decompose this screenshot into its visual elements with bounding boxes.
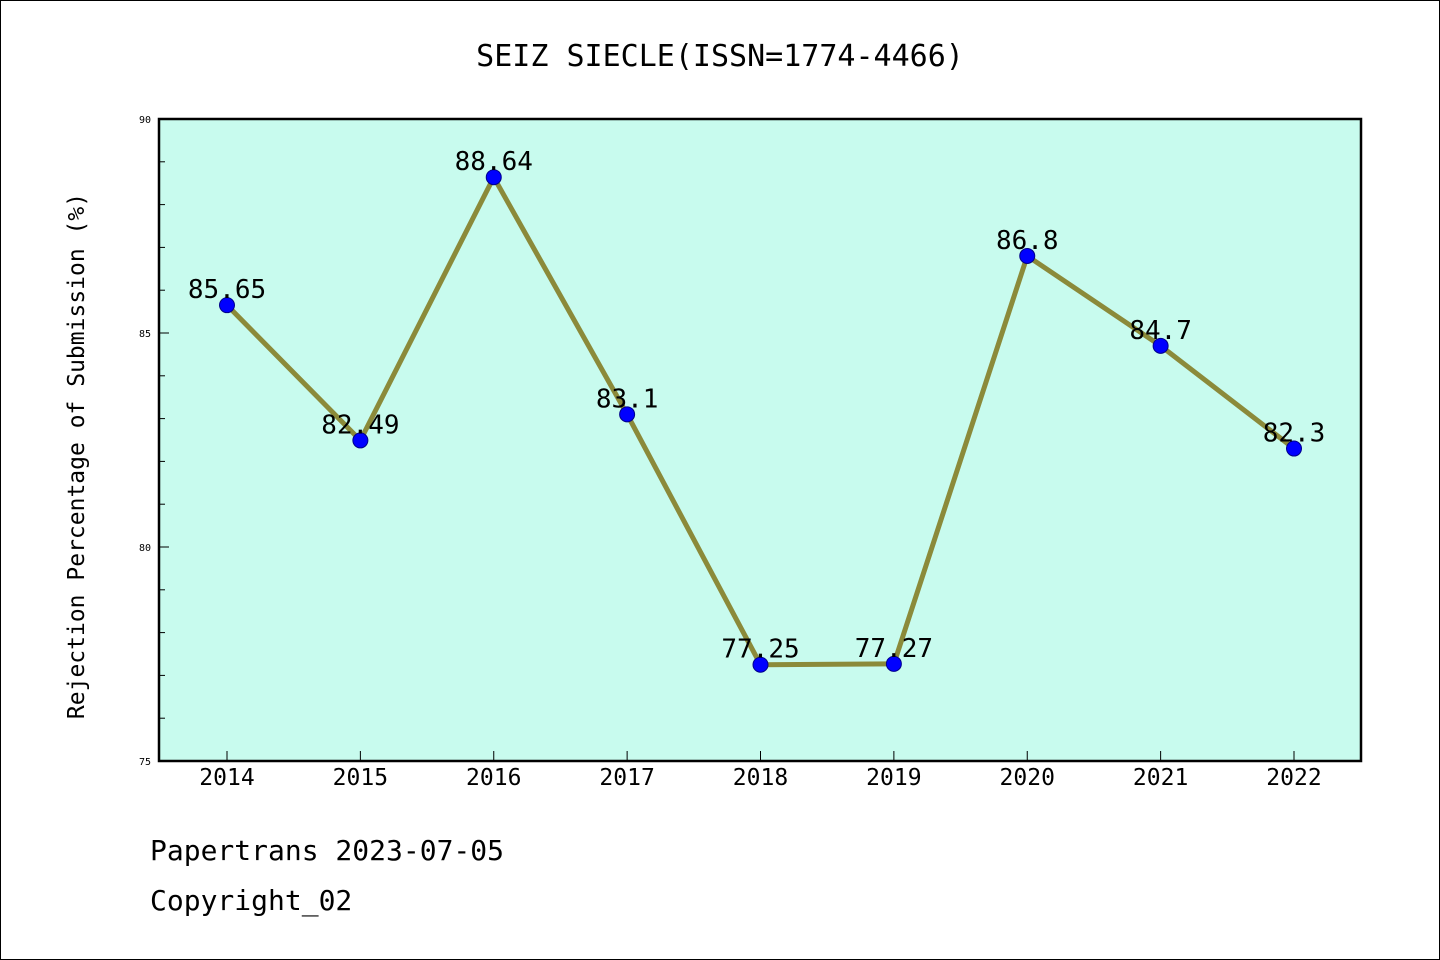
data-label: 86.8 bbox=[996, 226, 1059, 256]
data-point bbox=[219, 297, 235, 314]
x-tick-label: 2017 bbox=[599, 765, 654, 791]
data-label: 82.49 bbox=[321, 410, 399, 440]
data-point bbox=[485, 169, 502, 186]
y-tick-label: 80 bbox=[139, 543, 151, 554]
data-point bbox=[1152, 337, 1169, 354]
data-label: 84.7 bbox=[1129, 316, 1192, 346]
y-tick-label: 85 bbox=[139, 329, 151, 340]
x-tick-label: 2015 bbox=[333, 765, 388, 791]
data-points bbox=[219, 169, 1302, 673]
data-point bbox=[885, 655, 902, 672]
chart-title: SEIZ SIECLE(ISSN=1774-4466) bbox=[476, 39, 964, 74]
x-tick-label: 2022 bbox=[1266, 765, 1321, 791]
y-tick-label: 75 bbox=[139, 757, 151, 768]
data-label: 88.64 bbox=[455, 147, 533, 177]
data-point bbox=[619, 406, 636, 423]
data-label: 85.65 bbox=[188, 275, 266, 305]
data-label: 83.1 bbox=[596, 384, 659, 414]
x-tick-label: 2014 bbox=[199, 765, 254, 791]
x-tick-label: 2020 bbox=[1000, 765, 1055, 791]
footer-copyright: Copyright_02 bbox=[150, 884, 353, 917]
data-point bbox=[752, 656, 769, 673]
x-tick-label: 2021 bbox=[1133, 765, 1188, 791]
x-tick-label: 2016 bbox=[466, 765, 521, 791]
data-point bbox=[1286, 440, 1302, 457]
data-labels: 85.65 82.49 88.64 83.1 77.25 77.27 86.8 84.7 82.… bbox=[188, 147, 1325, 664]
data-point bbox=[1019, 247, 1036, 264]
x-tick-label: 2019 bbox=[866, 765, 921, 791]
y-axis: 75 80 85 90 bbox=[139, 115, 169, 768]
y-axis-label: Rejection Percentage of Submission (%) bbox=[64, 193, 90, 719]
data-point bbox=[352, 432, 369, 449]
data-label: 82.3 bbox=[1263, 419, 1326, 449]
y-tick-label: 90 bbox=[139, 115, 151, 126]
footer-date: Papertrans 2023-07-05 bbox=[150, 834, 505, 867]
data-label: 77.25 bbox=[721, 635, 799, 665]
x-tick-label: 2018 bbox=[733, 765, 788, 791]
x-axis: 2014 2015 2016 2017 2018 2019 2020 2021 2022 bbox=[199, 751, 1322, 791]
data-label: 77.27 bbox=[855, 634, 933, 664]
